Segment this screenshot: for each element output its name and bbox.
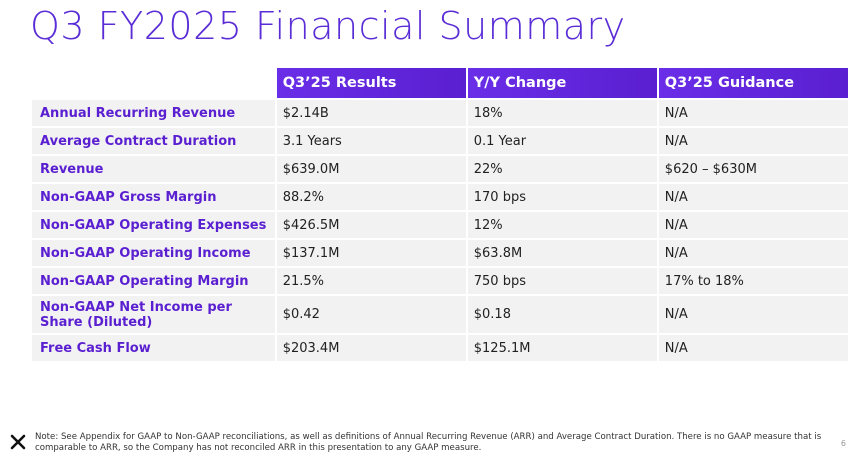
row-guidance: N/A xyxy=(658,296,848,333)
row-guidance: 17% to 18% xyxy=(658,268,848,294)
footer: Note: See Appendix for GAAP to Non-GAAP … xyxy=(0,430,850,458)
row-metric: Revenue xyxy=(32,156,275,182)
table-row: Non-GAAP Operating Income $137.1M $63.8M… xyxy=(32,240,848,266)
row-results: $639.0M xyxy=(276,156,466,182)
page-number: 6 xyxy=(840,439,846,448)
row-yy: $63.8M xyxy=(467,240,657,266)
header-blank-cell xyxy=(32,68,275,98)
table-row: Non-GAAP Operating Expenses $426.5M 12% … xyxy=(32,212,848,238)
row-yy: 750 bps xyxy=(467,268,657,294)
x-logo-icon xyxy=(10,434,26,450)
row-yy: 12% xyxy=(467,212,657,238)
row-metric: Non-GAAP Net Income per Share (Diluted) xyxy=(32,296,275,333)
row-guidance: N/A xyxy=(658,240,848,266)
row-results: $203.4M xyxy=(276,335,466,361)
row-metric: Free Cash Flow xyxy=(32,335,275,361)
table-row: Free Cash Flow $203.4M $125.1M N/A xyxy=(32,335,848,361)
row-guidance: N/A xyxy=(658,184,848,210)
row-guidance: N/A xyxy=(658,212,848,238)
row-guidance: N/A xyxy=(658,100,848,126)
row-metric: Non-GAAP Operating Expenses xyxy=(32,212,275,238)
page-title: Q3 FY2025 Financial Summary xyxy=(30,4,626,48)
row-guidance: $620 – $630M xyxy=(658,156,848,182)
row-results: $426.5M xyxy=(276,212,466,238)
row-results: $137.1M xyxy=(276,240,466,266)
row-yy: 18% xyxy=(467,100,657,126)
row-results: $0.42 xyxy=(276,296,466,333)
table-row: Average Contract Duration 3.1 Years 0.1 … xyxy=(32,128,848,154)
table-row: Revenue $639.0M 22% $620 – $630M xyxy=(32,156,848,182)
row-results: 21.5% xyxy=(276,268,466,294)
table-row: Annual Recurring Revenue $2.14B 18% N/A xyxy=(32,100,848,126)
row-results: $2.14B xyxy=(276,100,466,126)
table-row: Non-GAAP Net Income per Share (Diluted) … xyxy=(32,296,848,333)
row-yy: $0.18 xyxy=(467,296,657,333)
header-results: Q3’25 Results xyxy=(276,68,466,98)
row-yy: 0.1 Year xyxy=(467,128,657,154)
row-yy: 22% xyxy=(467,156,657,182)
row-results: 3.1 Years xyxy=(276,128,466,154)
row-metric: Average Contract Duration xyxy=(32,128,275,154)
header-guidance: Q3’25 Guidance xyxy=(658,68,848,98)
financial-summary-table: Q3’25 Results Y/Y Change Q3’25 Guidance … xyxy=(30,66,850,363)
header-yy-change: Y/Y Change xyxy=(467,68,657,98)
footnote: Note: See Appendix for GAAP to Non-GAAP … xyxy=(35,432,822,453)
row-metric: Annual Recurring Revenue xyxy=(32,100,275,126)
table-row: Non-GAAP Gross Margin 88.2% 170 bps N/A xyxy=(32,184,848,210)
table-header-row: Q3’25 Results Y/Y Change Q3’25 Guidance xyxy=(32,68,848,98)
table-row: Non-GAAP Operating Margin 21.5% 750 bps … xyxy=(32,268,848,294)
row-metric: Non-GAAP Gross Margin xyxy=(32,184,275,210)
row-guidance: N/A xyxy=(658,128,848,154)
row-guidance: N/A xyxy=(658,335,848,361)
row-metric: Non-GAAP Operating Margin xyxy=(32,268,275,294)
row-yy: 170 bps xyxy=(467,184,657,210)
row-results: 88.2% xyxy=(276,184,466,210)
row-metric: Non-GAAP Operating Income xyxy=(32,240,275,266)
row-yy: $125.1M xyxy=(467,335,657,361)
